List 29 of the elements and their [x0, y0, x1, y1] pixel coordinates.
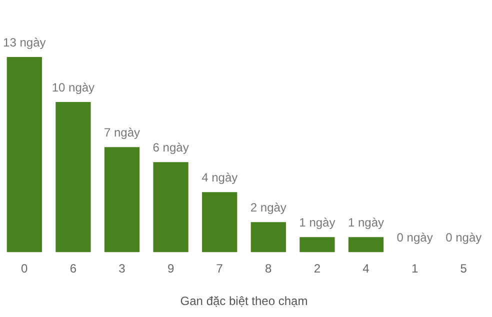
bar	[104, 147, 140, 252]
bar	[348, 237, 384, 252]
data-label: 0 ngày	[446, 230, 482, 245]
data-label: 1 ngày	[348, 216, 384, 230]
x-tick-label: 7	[216, 262, 224, 276]
bar	[250, 222, 286, 252]
x-tick-label: 0	[21, 262, 28, 276]
x-tick-label: 2	[314, 262, 321, 276]
x-tick-label: 9	[167, 262, 174, 276]
data-label: 2 ngày	[250, 200, 286, 214]
x-tick-label: 8	[265, 262, 272, 276]
x-tick-label: 4	[362, 262, 370, 276]
bar	[153, 162, 188, 252]
data-label: 4 ngày	[202, 170, 238, 184]
bar	[56, 102, 91, 252]
x-tick-label: 6	[70, 262, 77, 276]
x-tick-label: 5	[460, 262, 468, 276]
x-axis-title: Gan đặc biệt theo chạm	[180, 294, 308, 308]
bar	[202, 192, 238, 252]
bar	[6, 57, 42, 252]
data-label: 7 ngày	[104, 125, 140, 140]
x-tick-label: 1	[411, 262, 418, 276]
data-label: 10 ngày	[52, 80, 95, 94]
data-label: 6 ngày	[152, 140, 189, 154]
data-label: 13 ngày	[3, 35, 46, 50]
data-label: 1 ngày	[299, 216, 336, 230]
bar	[300, 237, 335, 252]
data-label: 0 ngày	[396, 230, 433, 245]
x-tick-label: 3	[118, 262, 126, 276]
